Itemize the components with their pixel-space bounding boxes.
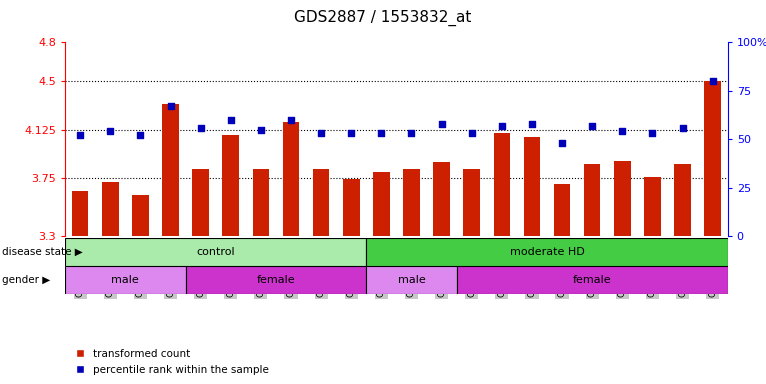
Point xyxy=(375,130,388,136)
Bar xyxy=(162,104,178,236)
Point xyxy=(676,124,689,131)
Point xyxy=(435,121,447,127)
Bar xyxy=(253,169,269,236)
Bar xyxy=(493,133,510,236)
Bar xyxy=(674,164,691,236)
Point xyxy=(345,130,358,136)
Text: female: female xyxy=(257,275,295,285)
Bar xyxy=(132,195,149,236)
Bar xyxy=(434,162,450,236)
Text: gender ▶: gender ▶ xyxy=(2,275,50,285)
Bar xyxy=(283,122,300,236)
Bar xyxy=(65,266,185,294)
Bar xyxy=(463,169,480,236)
Point xyxy=(165,103,177,109)
Bar xyxy=(524,137,540,236)
Bar xyxy=(644,177,661,236)
Point xyxy=(104,128,116,134)
Bar xyxy=(554,184,571,236)
Point xyxy=(525,121,538,127)
Bar xyxy=(584,164,601,236)
Bar xyxy=(614,161,630,236)
Bar xyxy=(403,169,420,236)
Text: male: male xyxy=(112,275,139,285)
Bar xyxy=(373,172,390,236)
Point xyxy=(255,126,267,132)
Point xyxy=(556,140,568,146)
Point xyxy=(195,124,207,131)
Point xyxy=(224,117,237,123)
Legend: transformed count, percentile rank within the sample: transformed count, percentile rank withi… xyxy=(70,345,273,379)
Bar xyxy=(72,191,88,236)
Bar xyxy=(343,179,359,236)
Point xyxy=(647,130,659,136)
Bar xyxy=(222,135,239,236)
Point xyxy=(285,117,297,123)
Point xyxy=(315,130,327,136)
Bar xyxy=(65,238,366,266)
Text: moderate HD: moderate HD xyxy=(509,247,584,257)
Text: control: control xyxy=(196,247,235,257)
Bar xyxy=(185,266,366,294)
Text: female: female xyxy=(573,275,611,285)
Bar xyxy=(192,169,209,236)
Point xyxy=(586,122,598,129)
Point xyxy=(466,130,478,136)
Text: GDS2887 / 1553832_at: GDS2887 / 1553832_at xyxy=(294,10,472,26)
Text: disease state ▶: disease state ▶ xyxy=(2,247,82,257)
Point xyxy=(74,132,87,138)
Bar xyxy=(313,169,329,236)
Bar xyxy=(705,81,721,236)
Point xyxy=(134,132,146,138)
Point xyxy=(616,128,628,134)
Text: male: male xyxy=(398,275,425,285)
Point xyxy=(405,130,417,136)
Point xyxy=(496,122,508,129)
Bar xyxy=(366,266,457,294)
Bar xyxy=(457,266,728,294)
Point xyxy=(706,78,719,84)
Bar xyxy=(102,182,119,236)
Bar xyxy=(366,238,728,266)
